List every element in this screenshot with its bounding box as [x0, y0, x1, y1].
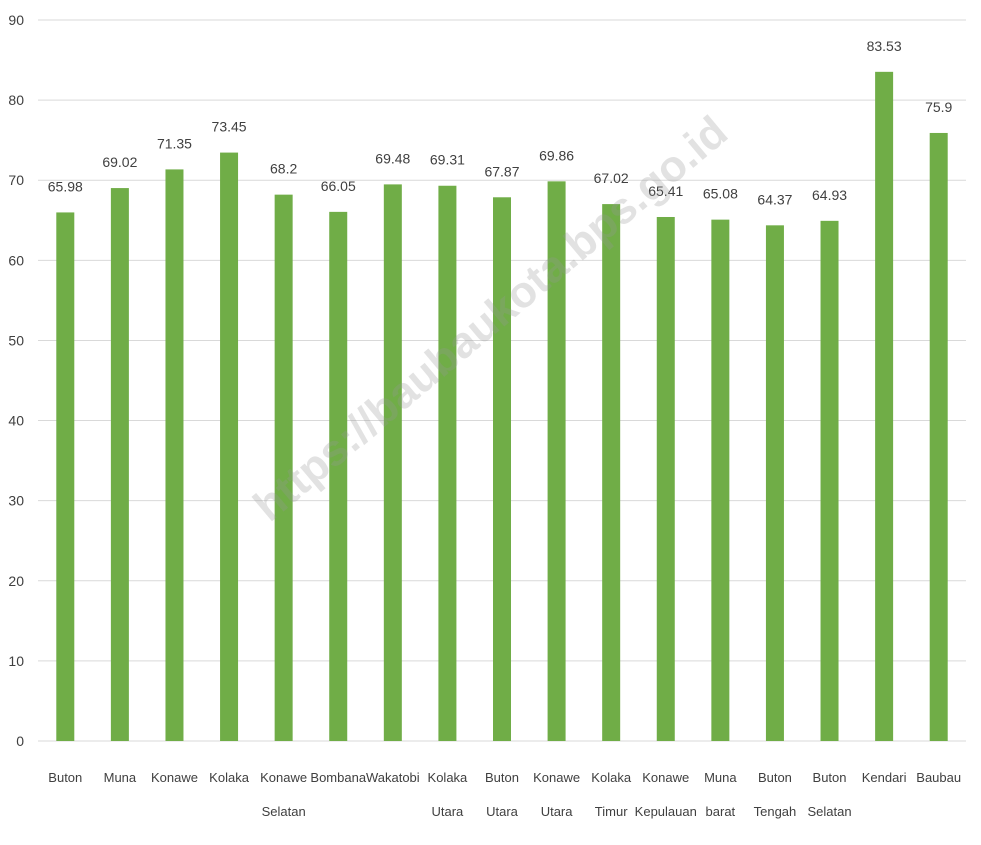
data-label: 65.41 — [648, 183, 683, 199]
x-category-label: Kendari — [862, 770, 907, 785]
x-category-label: Muna — [704, 770, 737, 785]
y-tick-label: 70 — [8, 172, 24, 188]
data-label: 73.45 — [212, 119, 247, 135]
bar — [929, 132, 948, 741]
data-label: 83.53 — [867, 38, 902, 54]
data-label: 66.05 — [321, 178, 356, 194]
x-category-label: Buton — [485, 770, 519, 785]
x-category-label: Utara — [432, 804, 465, 819]
x-category-label: Buton — [813, 770, 847, 785]
data-label: 69.31 — [430, 152, 465, 168]
bar — [329, 211, 348, 742]
data-labels: 65.98 69.02 71.35 73.45 68.2 66.05 69.48 69.31 6… — [48, 38, 953, 207]
x-axis-category-labels: Buton Muna Konawe Kolaka Konawe Selatan Bomban… — [48, 770, 961, 819]
data-label: 75.9 — [925, 99, 952, 115]
y-tick-label: 50 — [8, 332, 24, 348]
x-category-label: Utara — [541, 804, 574, 819]
data-label: 64.37 — [757, 191, 792, 207]
y-tick-label: 40 — [8, 413, 24, 429]
bar — [820, 220, 839, 741]
x-category-label: Baubau — [916, 770, 961, 785]
bar — [110, 188, 129, 741]
data-label: 67.87 — [484, 163, 519, 179]
x-category-label: Buton — [758, 770, 792, 785]
bar — [493, 197, 511, 741]
data-label: 67.02 — [594, 170, 629, 186]
x-category-label: Selatan — [807, 804, 851, 819]
x-category-label: Kolaka — [428, 770, 469, 785]
x-category-label: Kepulauan — [635, 804, 697, 819]
x-category-label: Konawe — [151, 770, 198, 785]
data-label: 68.2 — [270, 161, 297, 177]
y-tick-label: 30 — [8, 493, 24, 509]
x-category-label: Konawe — [642, 770, 689, 785]
bar — [765, 225, 784, 742]
y-tick-label: 90 — [8, 12, 24, 28]
x-category-label: Wakatobi — [366, 770, 420, 785]
data-label: 71.35 — [157, 135, 192, 151]
bar — [274, 194, 293, 742]
bar — [547, 181, 566, 742]
bar — [656, 216, 675, 741]
bar — [220, 152, 239, 742]
x-category-label: Selatan — [262, 804, 306, 819]
y-tick-label: 60 — [8, 252, 24, 268]
x-category-label: Konawe — [260, 770, 307, 785]
x-category-label: Kolaka — [591, 770, 632, 785]
y-tick-label: 0 — [16, 733, 24, 749]
x-category-label: Konawe — [533, 770, 580, 785]
y-axis-tick-labels: 0 10 20 30 40 50 60 70 80 90 — [8, 12, 24, 749]
bar — [383, 184, 402, 741]
data-label: 69.48 — [375, 150, 410, 166]
x-category-label: Buton — [48, 770, 82, 785]
x-category-label: Kolaka — [209, 770, 250, 785]
bar — [875, 71, 894, 741]
bars — [56, 71, 948, 742]
bar — [56, 212, 75, 742]
data-label: 65.98 — [48, 178, 83, 194]
bar — [711, 219, 730, 741]
x-category-label: Utara — [486, 804, 519, 819]
x-category-label: Timur — [595, 804, 628, 819]
bar — [438, 185, 457, 742]
x-category-label: Muna — [104, 770, 137, 785]
y-tick-label: 80 — [8, 92, 24, 108]
bar — [602, 204, 621, 741]
bar — [165, 169, 184, 741]
y-tick-label: 10 — [8, 653, 24, 669]
x-category-label: Bombana — [310, 770, 366, 785]
y-tick-label: 20 — [8, 573, 24, 589]
data-label: 69.02 — [102, 154, 137, 170]
x-category-label: barat — [706, 804, 736, 819]
data-label: 69.86 — [539, 147, 574, 163]
data-label: 64.93 — [812, 187, 847, 203]
data-label: 65.08 — [703, 186, 738, 202]
x-category-label: Tengah — [754, 804, 797, 819]
